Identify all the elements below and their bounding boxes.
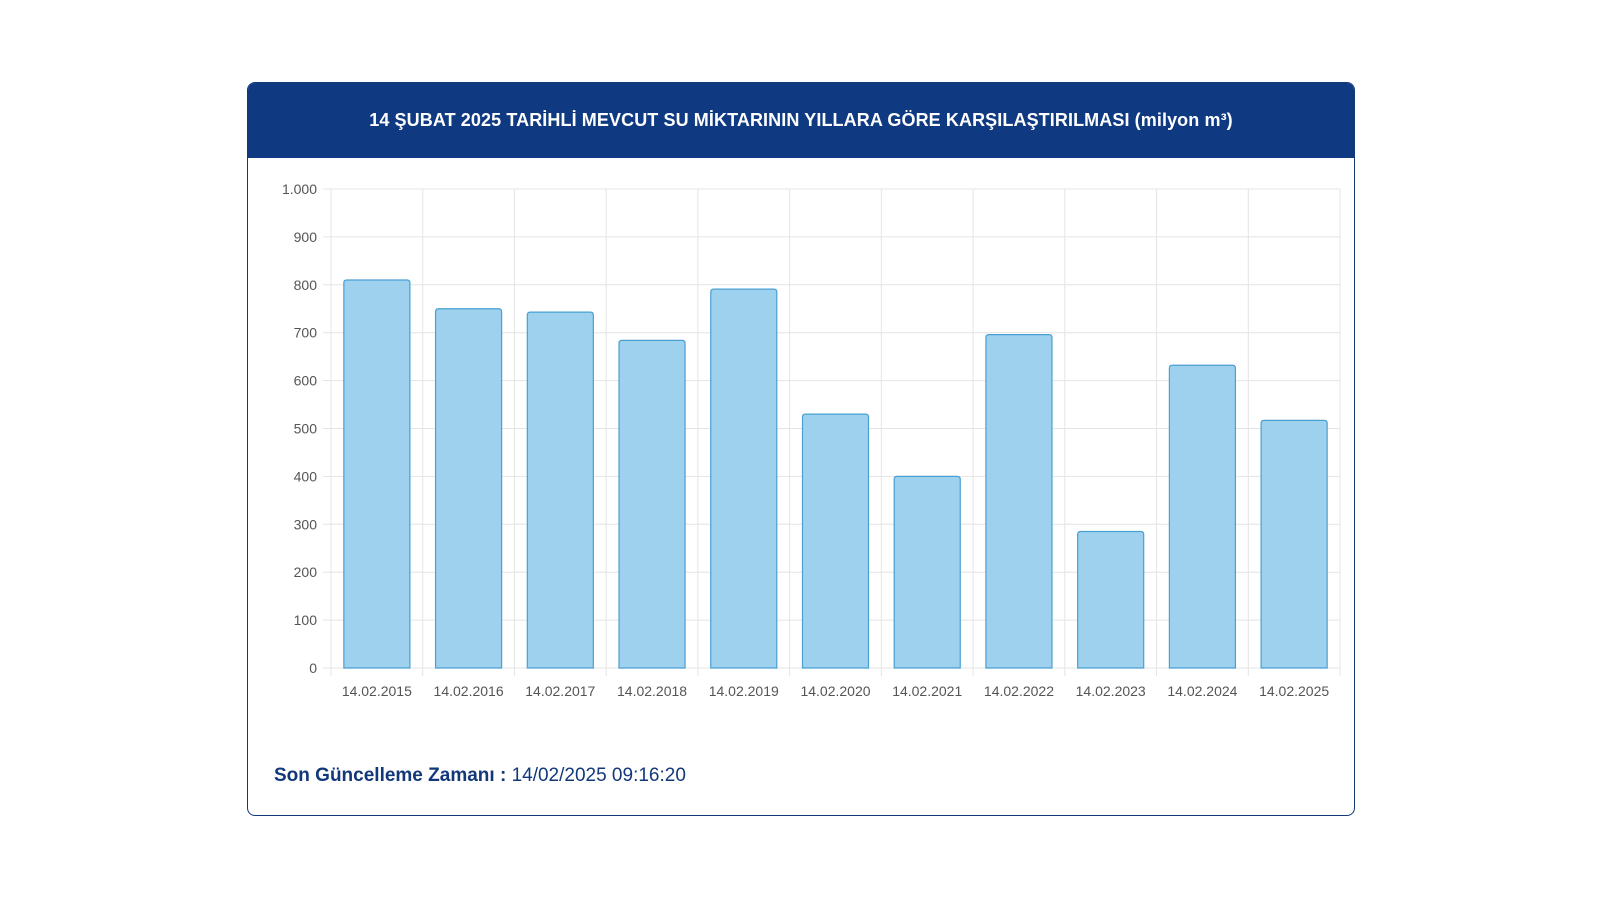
chart-title: 14 ŞUBAT 2025 TARİHLİ MEVCUT SU MİKTARIN… <box>248 83 1354 158</box>
x-tick-label: 14.02.2020 <box>800 683 870 699</box>
x-tick-label: 14.02.2023 <box>1076 683 1146 699</box>
y-tick-label: 500 <box>294 421 318 437</box>
bar-14.02.2025 <box>1260 419 1328 669</box>
y-tick-label: 300 <box>294 516 318 532</box>
x-tick-label: 14.02.2025 <box>1259 683 1329 699</box>
last-update: Son Güncelleme Zamanı : 14/02/2025 09:16… <box>274 765 686 787</box>
bar-14.02.2023 <box>1077 530 1145 669</box>
x-tick-label: 14.02.2019 <box>709 683 779 699</box>
y-tick-label: 0 <box>309 660 317 676</box>
y-tick-label: 800 <box>294 277 318 293</box>
bar-14.02.2022 <box>985 334 1053 669</box>
last-update-value: 14/02/2025 09:16:20 <box>511 765 686 786</box>
y-tick-label: 600 <box>294 373 318 389</box>
bar-14.02.2017 <box>526 311 594 669</box>
bar-14.02.2016 <box>434 308 503 669</box>
x-tick-label: 14.02.2024 <box>1167 683 1237 699</box>
bar-14.02.2024 <box>1168 364 1237 669</box>
bar-14.02.2018 <box>618 339 686 669</box>
last-update-label: Son Güncelleme Zamanı : <box>274 765 507 786</box>
y-tick-label: 400 <box>294 468 318 484</box>
chart-area: 0 100 200 300 400 500 600 700 800 900 1.000 14.02.2… <box>248 158 1354 718</box>
x-tick-label: 14.02.2022 <box>984 683 1054 699</box>
x-tick-label: 14.02.2018 <box>617 683 687 699</box>
x-tick-label: 14.02.2017 <box>525 683 595 699</box>
bar-chart: 0 100 200 300 400 500 600 700 800 900 1.000 14.02.2… <box>282 181 1341 699</box>
bar-14.02.2021 <box>893 475 961 669</box>
x-tick-label: 14.02.2021 <box>892 683 962 699</box>
chart-card: 14 ŞUBAT 2025 TARİHLİ MEVCUT SU MİKTARIN… <box>247 82 1355 816</box>
y-tick-label: 100 <box>294 612 318 628</box>
x-tick-label: 14.02.2016 <box>434 683 504 699</box>
bar-14.02.2020 <box>801 413 870 669</box>
y-tick-label: 900 <box>294 229 318 245</box>
y-tick-label: 700 <box>294 325 318 341</box>
y-tick-label: 200 <box>294 564 318 580</box>
x-tick-label: 14.02.2015 <box>342 683 412 699</box>
bar-14.02.2019 <box>710 288 778 669</box>
bar-14.02.2015 <box>343 279 411 669</box>
y-tick-label: 1.000 <box>282 181 317 197</box>
